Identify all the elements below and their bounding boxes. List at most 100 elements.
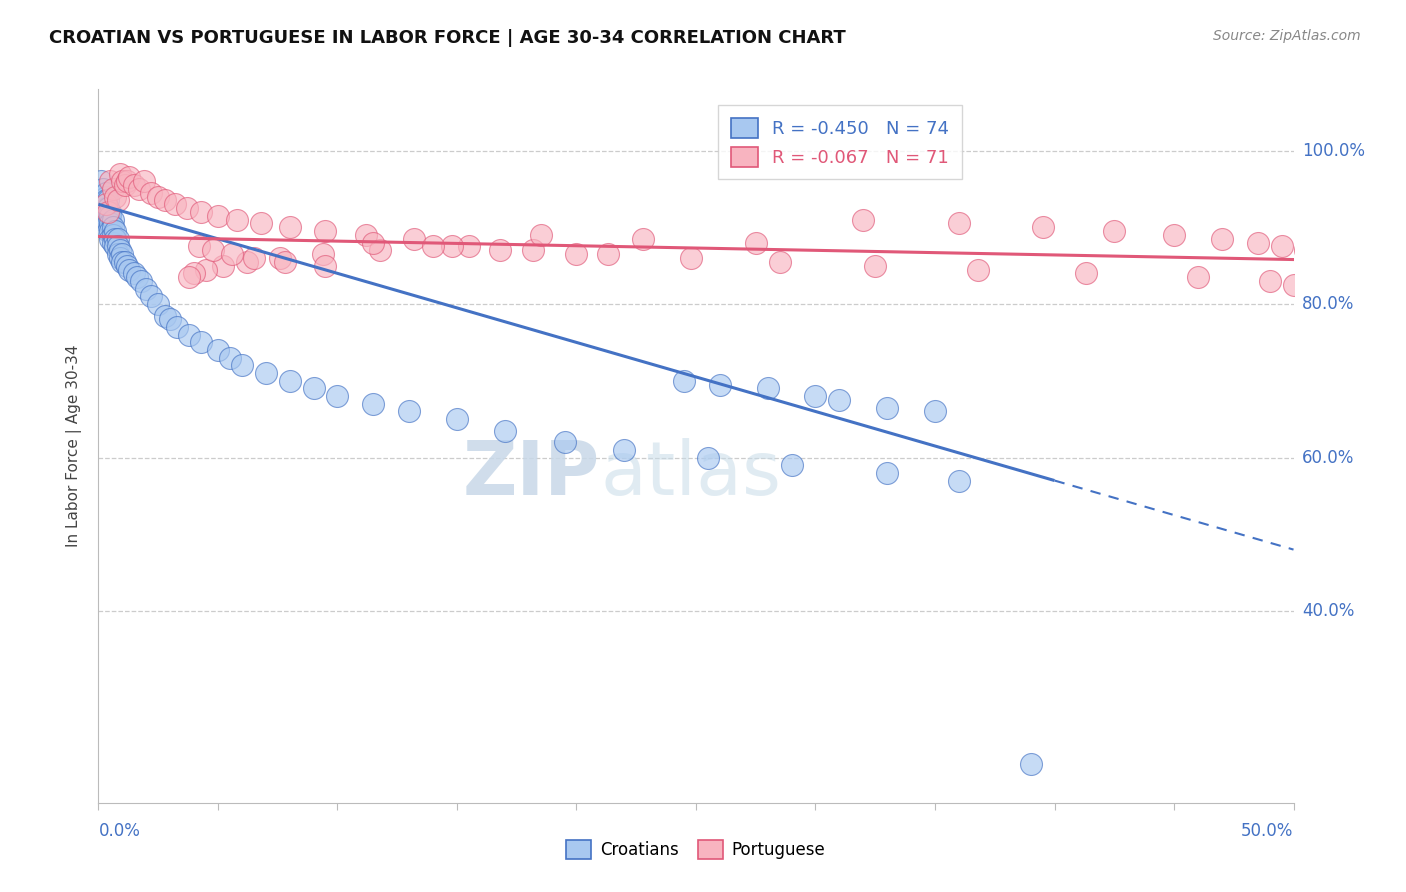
Point — [441, 239, 464, 253]
Point — [398, 404, 420, 418]
Point — [211, 259, 233, 273]
Point — [176, 201, 198, 215]
Point — [179, 270, 201, 285]
Point — [1074, 266, 1097, 280]
Point — [101, 212, 124, 227]
Point — [315, 224, 337, 238]
Point — [1258, 274, 1281, 288]
Text: 40.0%: 40.0% — [1302, 602, 1354, 620]
Point — [104, 224, 127, 238]
Point — [91, 197, 114, 211]
Point — [613, 442, 636, 457]
Point — [115, 259, 138, 273]
Point — [565, 247, 588, 261]
Point — [132, 174, 155, 188]
Point — [1306, 282, 1329, 296]
Point — [97, 194, 120, 208]
Point — [155, 194, 177, 208]
Point — [745, 235, 768, 250]
Point — [190, 335, 212, 350]
Point — [363, 397, 385, 411]
Point — [235, 255, 257, 269]
Point — [148, 189, 170, 203]
Point — [876, 401, 898, 415]
Point — [104, 232, 127, 246]
Text: Source: ZipAtlas.com: Source: ZipAtlas.com — [1213, 29, 1361, 44]
Text: CROATIAN VS PORTUGUESE IN LABOR FORCE | AGE 30-34 CORRELATION CHART: CROATIAN VS PORTUGUESE IN LABOR FORCE | … — [49, 29, 846, 47]
Point — [139, 289, 162, 303]
Point — [128, 182, 150, 196]
Point — [697, 450, 720, 465]
Point — [97, 201, 120, 215]
Point — [108, 167, 131, 181]
Point — [596, 247, 619, 261]
Point — [155, 309, 177, 323]
Point — [104, 189, 127, 203]
Point — [681, 251, 703, 265]
Point — [159, 312, 181, 326]
Point — [207, 343, 229, 357]
Text: 80.0%: 80.0% — [1302, 295, 1354, 313]
Point — [302, 381, 325, 395]
Point — [315, 259, 337, 273]
Point — [104, 239, 127, 253]
Point — [124, 178, 146, 193]
Point — [97, 217, 120, 231]
Point — [828, 392, 851, 407]
Point — [90, 174, 112, 188]
Point — [458, 239, 481, 253]
Point — [91, 182, 114, 196]
Point — [1271, 239, 1294, 253]
Point — [98, 174, 122, 188]
Point — [254, 366, 277, 380]
Point — [948, 474, 970, 488]
Point — [269, 251, 291, 265]
Legend: Croatians, Portuguese: Croatians, Portuguese — [560, 834, 832, 866]
Point — [522, 244, 544, 258]
Point — [98, 224, 122, 238]
Point — [101, 182, 124, 196]
Point — [115, 174, 138, 188]
Point — [250, 217, 273, 231]
Point — [179, 327, 201, 342]
Point — [876, 466, 898, 480]
Point — [852, 212, 875, 227]
Point — [118, 262, 141, 277]
Point — [97, 209, 120, 223]
Point — [107, 232, 129, 246]
Point — [402, 232, 425, 246]
Point — [135, 282, 157, 296]
Point — [98, 209, 122, 223]
Point — [107, 239, 129, 253]
Point — [1104, 224, 1126, 238]
Point — [804, 389, 827, 403]
Point — [98, 205, 122, 219]
Point — [1247, 235, 1270, 250]
Point — [101, 220, 124, 235]
Point — [354, 227, 377, 242]
Point — [1295, 244, 1317, 258]
Point — [1019, 757, 1042, 772]
Point — [114, 178, 136, 193]
Text: 100.0%: 100.0% — [1302, 142, 1365, 160]
Point — [111, 174, 134, 188]
Point — [124, 266, 146, 280]
Point — [97, 205, 120, 219]
Point — [107, 194, 129, 208]
Point — [94, 186, 117, 200]
Point — [1187, 270, 1209, 285]
Point — [312, 247, 335, 261]
Point — [163, 197, 186, 211]
Point — [111, 247, 134, 261]
Point — [446, 412, 468, 426]
Point — [489, 244, 512, 258]
Point — [221, 247, 243, 261]
Point — [278, 374, 301, 388]
Point — [139, 186, 162, 200]
Point — [166, 320, 188, 334]
Point — [91, 205, 114, 219]
Point — [756, 381, 779, 395]
Y-axis label: In Labor Force | Age 30-34: In Labor Force | Age 30-34 — [66, 344, 83, 548]
Point — [865, 259, 887, 273]
Text: ZIP: ZIP — [463, 438, 600, 511]
